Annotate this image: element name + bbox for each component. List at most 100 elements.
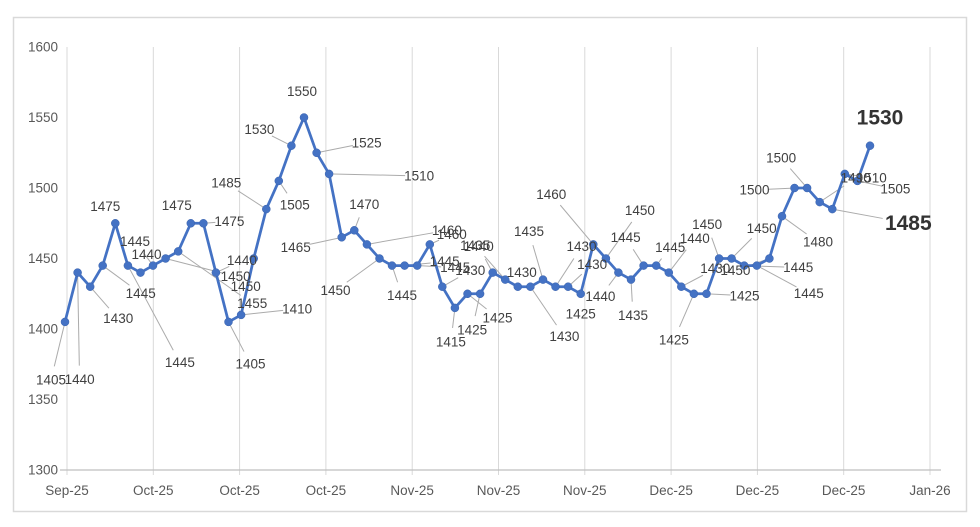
data-label: 1525 bbox=[352, 135, 382, 150]
label-leader-line bbox=[768, 187, 791, 190]
data-point-marker bbox=[173, 247, 183, 256]
label-leader-line bbox=[346, 260, 377, 283]
data-point-marker bbox=[664, 268, 674, 277]
y-axis-label: 1600 bbox=[28, 40, 58, 55]
label-leader-line bbox=[370, 232, 434, 245]
label-leader-line bbox=[77, 276, 80, 366]
x-axis-label: Sep-25 bbox=[45, 483, 89, 498]
data-point-marker bbox=[136, 268, 145, 277]
data-point-marker bbox=[236, 310, 246, 320]
label-leader-line bbox=[679, 297, 693, 328]
data-point-marker bbox=[727, 254, 736, 263]
data-label: 1445 bbox=[611, 230, 641, 245]
data-label: 1445 bbox=[783, 260, 813, 275]
emphasized-data-label: 1485 bbox=[885, 212, 932, 235]
emphasized-data-label: 1530 bbox=[857, 107, 904, 130]
data-point-marker bbox=[199, 219, 208, 228]
data-point-marker bbox=[828, 204, 837, 214]
data-label: 1430 bbox=[455, 263, 485, 278]
data-point-marker bbox=[752, 261, 762, 270]
data-point-marker bbox=[651, 261, 661, 270]
data-point-marker bbox=[639, 261, 648, 270]
data-label: 1445 bbox=[120, 234, 150, 249]
chart-border bbox=[12, 16, 968, 513]
label-leader-line bbox=[711, 237, 719, 255]
label-leader-line bbox=[143, 252, 152, 263]
data-label: 1510 bbox=[857, 170, 887, 185]
data-label: 1485 bbox=[211, 176, 241, 191]
data-label: 1455 bbox=[237, 296, 267, 311]
data-label: 1410 bbox=[282, 301, 312, 316]
label-leader-line bbox=[271, 135, 289, 145]
data-label: 1445 bbox=[430, 254, 460, 269]
label-leader-line bbox=[559, 204, 592, 242]
data-label: 1425 bbox=[566, 306, 596, 321]
label-leader-line bbox=[784, 218, 807, 235]
data-label: 1475 bbox=[162, 198, 192, 213]
data-label: 1440 bbox=[227, 253, 257, 268]
data-point-marker bbox=[500, 275, 510, 284]
label-leader-line bbox=[129, 268, 174, 351]
data-point-marker bbox=[815, 197, 824, 207]
label-leader-line bbox=[445, 277, 459, 286]
label-leader-line bbox=[734, 238, 753, 257]
data-point-marker bbox=[488, 268, 497, 277]
label-leader-line bbox=[333, 173, 406, 177]
data-label: 1440 bbox=[585, 289, 615, 304]
data-label: 1425 bbox=[457, 322, 487, 337]
data-label: 1460 bbox=[432, 223, 462, 238]
label-leader-line bbox=[608, 275, 617, 286]
label-leader-line bbox=[245, 309, 284, 315]
data-point-marker bbox=[425, 240, 435, 249]
data-point-marker bbox=[60, 317, 70, 327]
y-axis-label: 1500 bbox=[28, 181, 58, 196]
data-point-marker bbox=[739, 261, 749, 270]
label-leader-line bbox=[789, 168, 805, 186]
x-axis-label: Dec-25 bbox=[822, 483, 866, 498]
data-label: 1460 bbox=[437, 227, 467, 242]
data-point-marker bbox=[714, 254, 724, 263]
label-leader-line bbox=[848, 173, 859, 177]
data-label: 1475 bbox=[90, 199, 120, 214]
data-point-marker bbox=[148, 261, 158, 270]
y-axis-label: 1350 bbox=[28, 392, 58, 407]
data-label: 1490 bbox=[841, 171, 871, 186]
data-label: 1430 bbox=[549, 329, 579, 344]
data-label: 1440 bbox=[131, 247, 161, 262]
data-label: 1530 bbox=[244, 122, 274, 137]
label-leader-line bbox=[630, 283, 633, 302]
data-point-marker bbox=[702, 289, 711, 299]
x-axis-label: Nov-25 bbox=[563, 483, 607, 498]
data-label: 1435 bbox=[460, 238, 490, 253]
data-label: 1550 bbox=[287, 84, 317, 99]
data-point-marker bbox=[400, 261, 409, 270]
label-leader-line bbox=[684, 274, 704, 286]
data-label: 1425 bbox=[659, 332, 689, 347]
data-point-marker bbox=[375, 254, 384, 263]
data-point-marker bbox=[73, 268, 82, 277]
data-point-marker bbox=[765, 254, 774, 263]
label-leader-line bbox=[861, 181, 882, 187]
label-leader-line bbox=[181, 253, 242, 296]
data-point-marker bbox=[551, 282, 560, 291]
data-label: 1445 bbox=[794, 286, 824, 301]
data-label: 1405 bbox=[36, 372, 66, 387]
data-label: 1440 bbox=[680, 231, 710, 246]
x-axis-label: Nov-25 bbox=[477, 483, 521, 498]
data-label: 1440 bbox=[464, 239, 494, 254]
data-point-marker bbox=[249, 254, 258, 263]
data-label: 1425 bbox=[729, 288, 759, 303]
data-point-marker bbox=[274, 176, 284, 186]
label-leader-line bbox=[484, 255, 503, 277]
data-point-marker bbox=[614, 268, 623, 277]
data-label: 1450 bbox=[747, 221, 777, 236]
y-axis-label: 1450 bbox=[28, 251, 58, 266]
data-point-marker bbox=[161, 254, 170, 263]
data-point-marker bbox=[312, 148, 321, 158]
label-leader-line bbox=[570, 273, 583, 285]
data-point-marker bbox=[262, 204, 271, 214]
x-axis-label: Oct-25 bbox=[219, 483, 260, 498]
data-point-marker bbox=[865, 141, 875, 150]
